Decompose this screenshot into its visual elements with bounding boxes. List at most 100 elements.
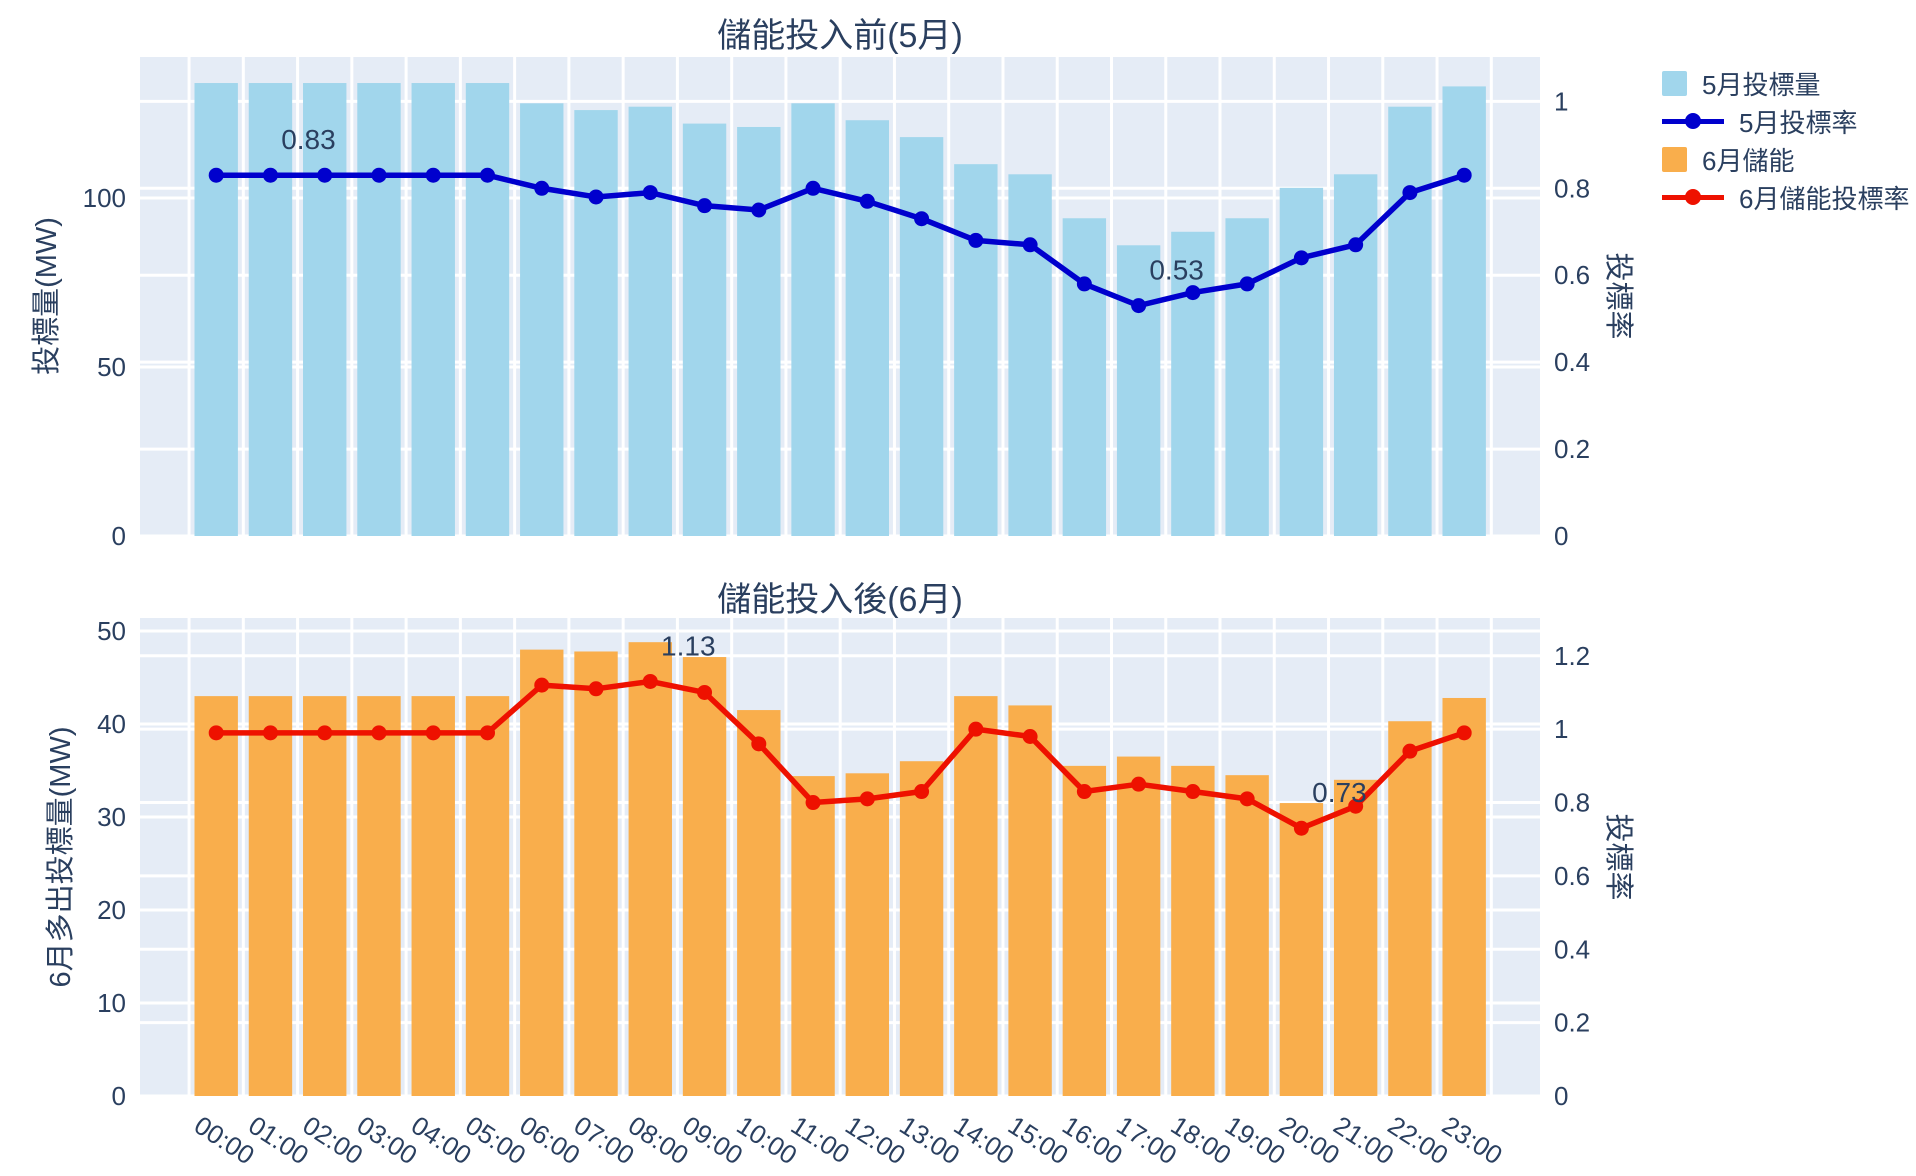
point-04:00: [425, 725, 441, 741]
bar-17:00: [1116, 756, 1161, 1096]
point-07:00: [588, 681, 604, 697]
bar-05:00: [465, 83, 510, 536]
bar-14:00: [954, 164, 998, 536]
y-tick-label-right: 0.4: [1554, 934, 1590, 964]
bar-series: [194, 83, 1486, 537]
point-07:00: [588, 189, 604, 205]
bar-16:00: [1062, 218, 1107, 536]
point-13:00: [914, 211, 930, 227]
line-series: [208, 167, 1472, 314]
point-16:00: [1076, 276, 1092, 292]
point-08:00: [642, 673, 658, 689]
bar-09:00: [682, 123, 727, 536]
legend-label: 5月投標率: [1739, 107, 1858, 138]
point-13:00: [914, 784, 930, 800]
x-tick-label: 22:00: [1383, 1110, 1454, 1171]
y-tick-label-right: 1: [1554, 714, 1568, 744]
x-tick-label: 01:00: [243, 1110, 314, 1171]
point-20:00: [1293, 820, 1309, 836]
bar-08:00: [628, 642, 672, 1096]
y-tick-label-right: 0.2: [1554, 1008, 1590, 1038]
point-22:00: [1402, 743, 1418, 759]
bar-14:00: [954, 696, 998, 1096]
bar-11:00: [791, 776, 835, 1096]
point-01:00: [262, 725, 278, 741]
x-tick-label: 11:00: [786, 1110, 855, 1170]
x-tick-label: 20:00: [1274, 1110, 1345, 1171]
point-00:00: [208, 725, 224, 741]
bar-10:00: [737, 126, 781, 537]
point-06:00: [534, 677, 550, 693]
x-tick-label: 06:00: [514, 1110, 585, 1171]
bar-22:00: [1388, 721, 1432, 1096]
bar-13:00: [899, 137, 944, 536]
point-05:00: [480, 167, 495, 183]
point-21:00: [1348, 798, 1364, 814]
y-tick-label-right: 0.2: [1554, 434, 1590, 464]
y-tick-label-right: 0: [1554, 521, 1568, 551]
legend-label: 6月儲能: [1702, 145, 1795, 176]
bar-10:00: [737, 710, 781, 1096]
annotation: 0.73: [1312, 777, 1367, 808]
point-02:00: [317, 167, 333, 183]
y-tick-label-left: 0: [112, 1081, 126, 1111]
point-03:00: [371, 167, 387, 183]
bar-02:00: [303, 83, 347, 536]
bar-07:00: [574, 110, 618, 536]
x-tick-label: 03:00: [352, 1110, 423, 1171]
point-00:00: [208, 167, 224, 183]
point-05:00: [480, 725, 495, 741]
bar-19:00: [1225, 775, 1269, 1096]
legend-item-3[interactable]: 6月儲能投標率: [1662, 178, 1909, 216]
x-tick-label: 13:00: [894, 1110, 965, 1171]
bar-17:00: [1116, 245, 1161, 536]
y-tick-label-right: 1: [1554, 86, 1568, 116]
x-tick-label: 19:00: [1220, 1110, 1291, 1171]
point-23:00: [1456, 725, 1472, 741]
x-tick-label: 07:00: [569, 1110, 640, 1171]
rate-line: [213, 678, 1467, 831]
x-tick-label: 21:00: [1328, 1110, 1399, 1171]
y-tick-label-right: 0: [1554, 1081, 1568, 1111]
point-17:00: [1131, 776, 1147, 792]
y-tick-label-left: 100: [83, 183, 126, 213]
y-axis-title-june-left: 6月多出投標量(MW): [45, 726, 77, 988]
x-tick-label: 02:00: [297, 1110, 368, 1171]
legend-item-2[interactable]: 6月儲能: [1662, 140, 1909, 178]
point-22:00: [1402, 185, 1418, 201]
x-tick-label: 16:00: [1057, 1110, 1128, 1171]
y-tick-label-left: 40: [97, 709, 126, 739]
legend-item-0[interactable]: 5月投標量: [1662, 64, 1909, 102]
point-01:00: [262, 167, 278, 183]
bar-00:00: [194, 83, 238, 536]
bar-12:00: [845, 773, 890, 1096]
point-14:00: [968, 721, 984, 737]
point-19:00: [1239, 276, 1255, 292]
bar-09:00: [682, 657, 727, 1096]
annotation: 0.83: [281, 124, 336, 155]
point-09:00: [697, 198, 713, 214]
y-tick-label-left: 10: [97, 988, 126, 1018]
y-tick-label-right: 0.6: [1554, 260, 1590, 290]
line-series: [208, 673, 1472, 836]
point-19:00: [1239, 791, 1255, 807]
bar-11:00: [791, 103, 835, 536]
y-tick-label-left: 30: [97, 802, 126, 832]
x-tick-label: 23:00: [1437, 1110, 1508, 1171]
bar-03:00: [357, 696, 401, 1096]
point-15:00: [1022, 728, 1038, 744]
y-tick-label-right: 0.8: [1554, 173, 1590, 203]
chart-title-may: 儲能投入前(5月): [717, 17, 963, 55]
bar-13:00: [899, 761, 944, 1096]
legend-line-swatch: [1662, 188, 1724, 205]
point-08:00: [642, 185, 658, 201]
bar-07:00: [574, 651, 618, 1096]
bar-04:00: [411, 83, 455, 536]
y-axis-title-june-right: 投標率: [1602, 813, 1634, 901]
bar-20:00: [1279, 187, 1324, 537]
legend-item-1[interactable]: 5月投標率: [1662, 102, 1909, 140]
bar-06:00: [520, 103, 564, 536]
bar-18:00: [1171, 765, 1215, 1096]
bar-15:00: [1008, 705, 1052, 1096]
